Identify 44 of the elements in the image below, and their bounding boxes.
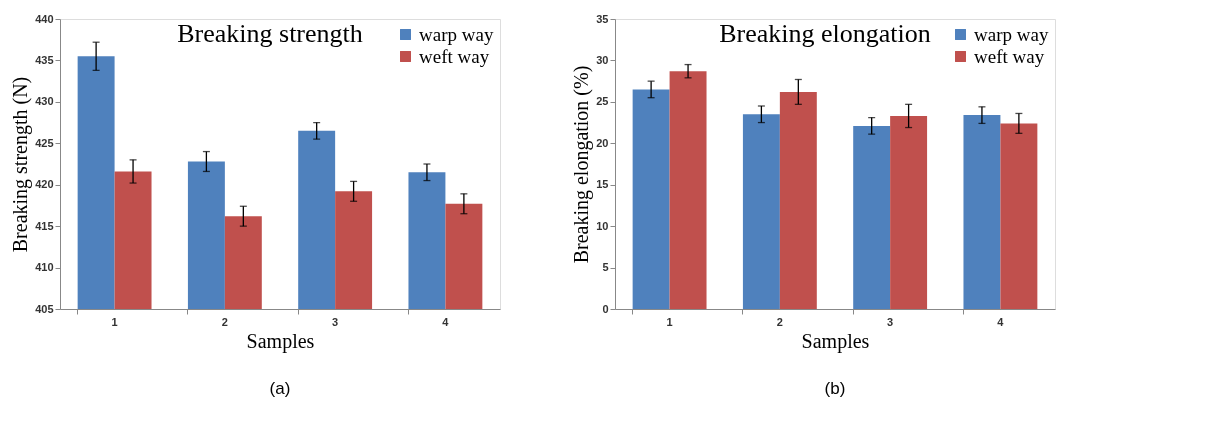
y-axis-title: Breaking elongation (%) (570, 65, 594, 264)
legend-label: weft way (419, 45, 490, 67)
x-tick-label: 4 (997, 315, 1005, 328)
bar (853, 125, 891, 309)
y-tick-label: 20 (596, 136, 609, 149)
y-tick-label: 430 (35, 95, 54, 108)
y-tick-label: 25 (596, 95, 609, 108)
legend-label: warp way (974, 23, 1049, 45)
y-tick-label: 435 (35, 53, 54, 66)
text: (a) (269, 379, 291, 398)
y-tick-label: 0 (602, 302, 609, 315)
bar (669, 71, 707, 309)
y-tick-label: 425 (35, 136, 54, 149)
y-tick-label: 415 (35, 219, 54, 232)
chart-title: Breaking elongation (719, 19, 931, 48)
x-axis-title: Samples (801, 329, 870, 353)
bar (742, 114, 780, 309)
y-tick-label: 35 (596, 12, 609, 25)
text: (b) (824, 379, 846, 398)
x-tick-label: 2 (221, 315, 228, 328)
bar (1000, 123, 1038, 309)
bar (632, 89, 670, 309)
y-tick-label: 440 (35, 12, 54, 25)
x-tick-label: 3 (332, 315, 339, 328)
y-axis-title: Breaking strength (N) (9, 76, 33, 253)
y-tick-label: 5 (602, 261, 609, 274)
x-tick-label: 3 (887, 315, 894, 328)
x-tick-label: 4 (442, 315, 450, 328)
legend-label: weft way (974, 45, 1045, 67)
x-tick-label: 1 (666, 315, 673, 328)
bar (890, 115, 928, 309)
y-tick-label: 405 (35, 302, 54, 315)
y-tick-label: 10 (596, 219, 609, 232)
legend-label: warp way (419, 23, 494, 45)
x-tick-label: 1 (111, 315, 118, 328)
x-tick-label: 2 (776, 315, 783, 328)
bar (963, 115, 1001, 309)
y-tick-label: 15 (596, 178, 609, 191)
y-tick-label: 30 (596, 53, 609, 66)
bar (779, 91, 817, 309)
chart-title: Breaking strength (177, 19, 363, 48)
x-axis-title: Samples (246, 329, 315, 353)
y-tick-label: 410 (35, 261, 54, 274)
y-tick-label: 420 (35, 178, 54, 191)
